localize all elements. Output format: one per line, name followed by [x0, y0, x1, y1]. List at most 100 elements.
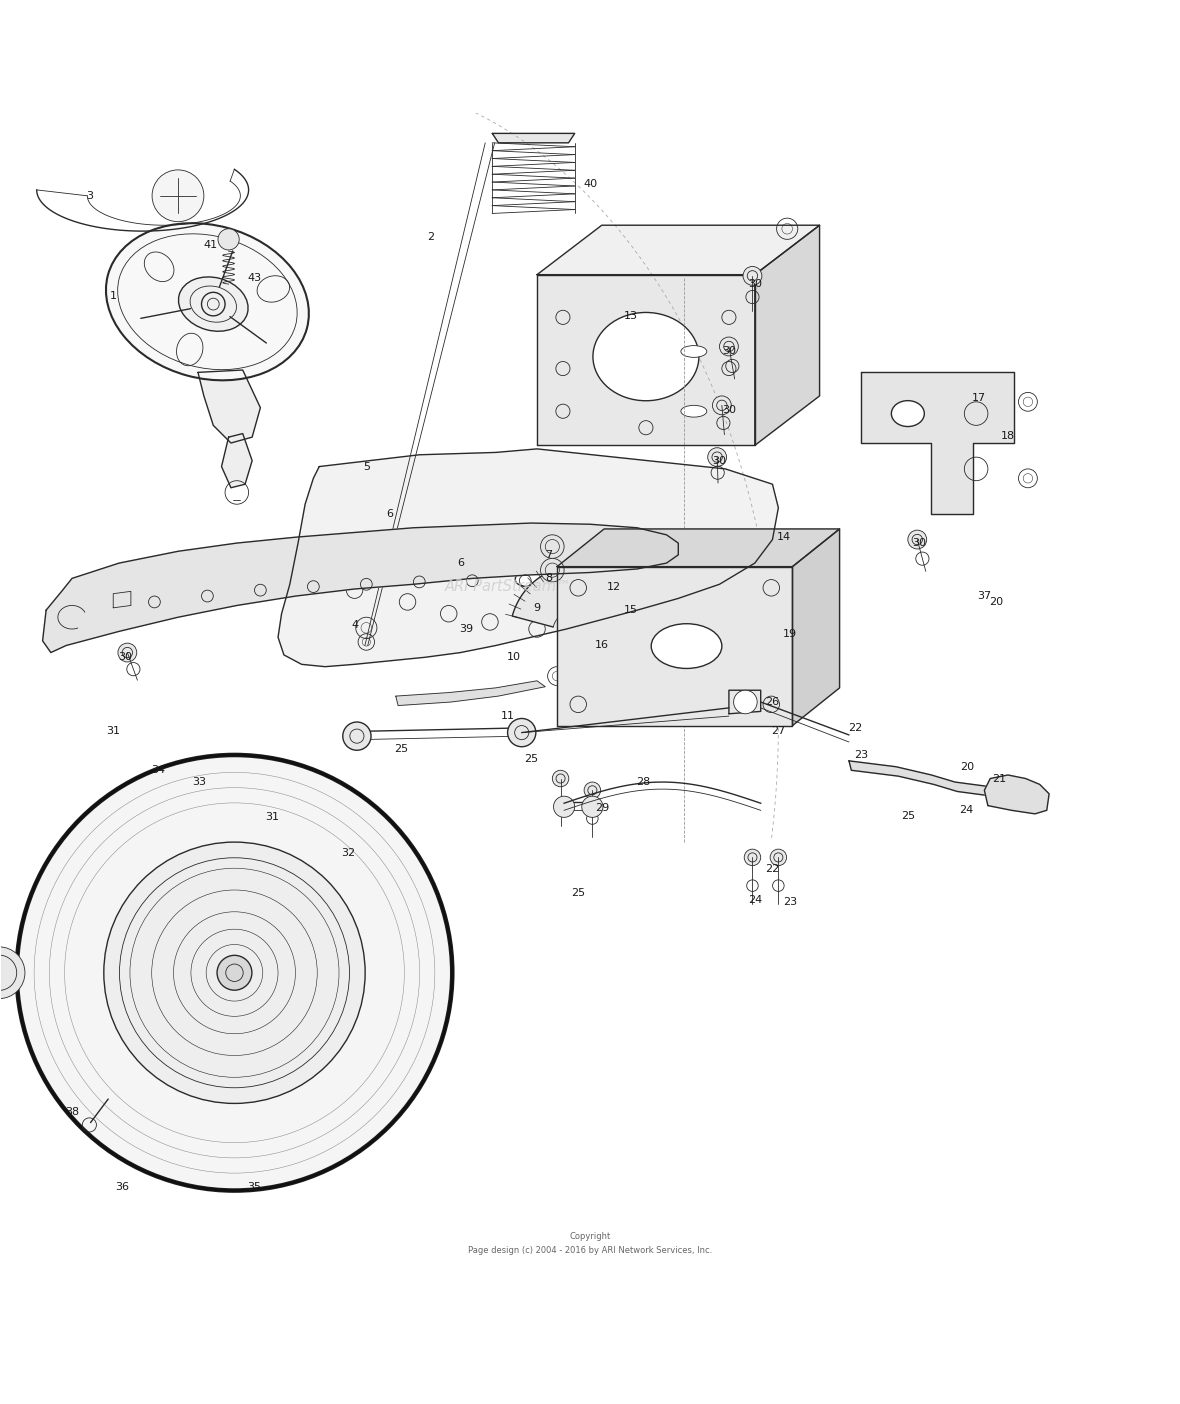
- Polygon shape: [537, 225, 820, 275]
- Polygon shape: [860, 372, 1014, 514]
- Text: 4: 4: [350, 621, 358, 630]
- Circle shape: [745, 849, 761, 866]
- Circle shape: [1002, 782, 1030, 810]
- Polygon shape: [729, 691, 761, 713]
- Circle shape: [342, 722, 371, 750]
- Text: 25: 25: [394, 744, 408, 754]
- Text: 29: 29: [595, 803, 609, 813]
- Text: Copyright
Page design (c) 2004 - 2016 by ARI Network Services, Inc.: Copyright Page design (c) 2004 - 2016 by…: [468, 1233, 712, 1255]
- Circle shape: [540, 559, 564, 581]
- Circle shape: [584, 782, 601, 799]
- Text: 5: 5: [362, 462, 369, 472]
- Text: 30: 30: [748, 279, 762, 289]
- Circle shape: [713, 396, 732, 414]
- Polygon shape: [755, 225, 820, 445]
- Text: 8: 8: [545, 573, 552, 584]
- Ellipse shape: [106, 223, 309, 380]
- Text: 28: 28: [636, 776, 650, 788]
- Circle shape: [720, 337, 739, 355]
- Polygon shape: [395, 681, 545, 706]
- Text: 6: 6: [457, 557, 464, 569]
- Circle shape: [582, 796, 603, 817]
- Polygon shape: [492, 133, 575, 143]
- Polygon shape: [222, 434, 253, 487]
- Text: 31: 31: [106, 726, 120, 737]
- Text: 6: 6: [386, 508, 393, 518]
- Circle shape: [540, 535, 564, 559]
- Text: 11: 11: [500, 712, 514, 722]
- Text: 15: 15: [624, 605, 638, 615]
- Text: 43: 43: [248, 274, 262, 284]
- Ellipse shape: [516, 563, 559, 587]
- Text: 40: 40: [583, 180, 597, 190]
- Circle shape: [907, 531, 926, 549]
- Text: 10: 10: [506, 653, 520, 663]
- Text: 9: 9: [533, 602, 540, 612]
- Text: 2: 2: [427, 232, 434, 241]
- Text: 34: 34: [151, 765, 165, 775]
- Circle shape: [118, 643, 137, 661]
- Circle shape: [734, 691, 758, 713]
- Text: 7: 7: [545, 550, 552, 560]
- Circle shape: [218, 229, 240, 250]
- Polygon shape: [557, 529, 840, 567]
- Text: 21: 21: [992, 774, 1007, 783]
- Circle shape: [708, 448, 727, 466]
- Circle shape: [17, 755, 452, 1191]
- Text: 18: 18: [1001, 431, 1015, 441]
- Circle shape: [507, 719, 536, 747]
- Text: 39: 39: [459, 623, 473, 635]
- Text: 24: 24: [959, 806, 973, 816]
- Text: 31: 31: [266, 813, 280, 823]
- Text: 23: 23: [784, 897, 798, 907]
- Text: 14: 14: [778, 532, 792, 542]
- Circle shape: [553, 796, 575, 817]
- Text: 22: 22: [766, 865, 780, 875]
- Text: 23: 23: [853, 750, 867, 760]
- Text: 32: 32: [341, 848, 355, 858]
- Text: 25: 25: [900, 812, 914, 821]
- Circle shape: [0, 946, 25, 998]
- Ellipse shape: [681, 345, 707, 358]
- Text: 22: 22: [847, 723, 863, 733]
- Text: 19: 19: [784, 629, 798, 639]
- Text: 38: 38: [65, 1106, 79, 1116]
- Text: 30: 30: [713, 456, 727, 466]
- Polygon shape: [198, 371, 261, 444]
- Polygon shape: [984, 775, 1049, 814]
- Circle shape: [104, 842, 365, 1104]
- Text: 25: 25: [524, 754, 538, 764]
- Circle shape: [743, 267, 762, 285]
- Polygon shape: [557, 567, 793, 726]
- Text: 30: 30: [722, 404, 736, 416]
- Text: 16: 16: [595, 640, 609, 650]
- Polygon shape: [278, 449, 779, 667]
- Text: 30: 30: [722, 347, 736, 357]
- Text: 26: 26: [766, 696, 780, 708]
- Text: 12: 12: [607, 581, 621, 591]
- Ellipse shape: [681, 406, 707, 417]
- Ellipse shape: [178, 277, 248, 331]
- Circle shape: [771, 849, 787, 866]
- Polygon shape: [537, 275, 755, 445]
- Polygon shape: [512, 566, 640, 633]
- Polygon shape: [848, 761, 1028, 799]
- Text: 20: 20: [959, 762, 973, 772]
- Ellipse shape: [564, 564, 628, 592]
- Text: 1: 1: [110, 291, 117, 300]
- Text: 33: 33: [192, 776, 206, 788]
- Polygon shape: [42, 524, 678, 653]
- Text: 36: 36: [116, 1182, 130, 1192]
- Ellipse shape: [891, 400, 924, 427]
- Text: 41: 41: [204, 240, 218, 250]
- Polygon shape: [793, 529, 840, 726]
- Ellipse shape: [592, 313, 699, 400]
- Text: 17: 17: [971, 393, 985, 403]
- Text: 35: 35: [248, 1182, 262, 1192]
- Text: ARI PartStream™: ARI PartStream™: [445, 578, 571, 594]
- Text: 27: 27: [772, 726, 786, 737]
- Text: 37: 37: [977, 591, 991, 601]
- Ellipse shape: [651, 623, 722, 668]
- Text: 13: 13: [624, 310, 638, 322]
- Text: 30: 30: [118, 653, 132, 663]
